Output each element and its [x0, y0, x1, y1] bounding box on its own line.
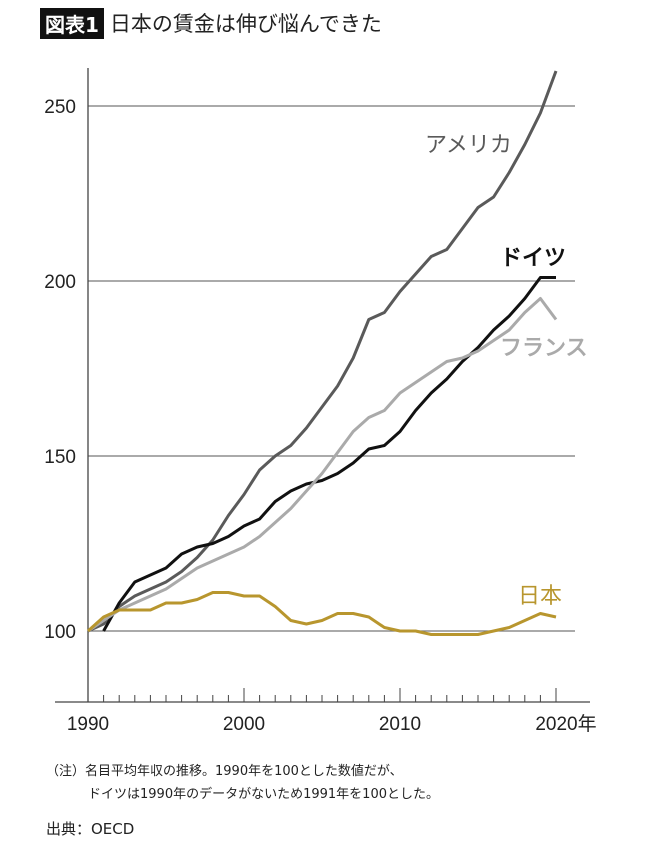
y-tick-label: 100 — [44, 622, 76, 643]
y-tick-label: 250 — [44, 97, 76, 118]
x-tick-label: 2000 — [223, 714, 265, 735]
figure-badge: 図表1 — [40, 7, 104, 39]
series-line-0 — [87, 70, 558, 633]
y-tick-label: 200 — [44, 272, 76, 293]
x-tick-label: 2010 — [379, 714, 421, 735]
series-label: アメリカ — [425, 133, 512, 158]
x-tick-label: 1990 — [67, 714, 109, 735]
note-line-2: ドイツは1990年のデータがないため1991年を100とした。 — [88, 787, 439, 802]
title-text: 日本の賃金は伸び悩んできた — [109, 12, 382, 36]
series-label: ドイツ — [500, 246, 566, 271]
chart-title: 図表1 日本の賃金は伸び悩んできた — [40, 7, 382, 39]
source: 出典：OECD — [46, 820, 135, 838]
note-line-1: （注）名目平均年収の推移。1990年を100とした数値だが、 — [46, 764, 403, 779]
series-line-3 — [86, 591, 557, 636]
series-line-2 — [87, 297, 558, 633]
series-line-1 — [102, 276, 556, 632]
series-label: 日本 — [518, 584, 562, 609]
y-tick-label: 150 — [44, 447, 76, 468]
x-tick-label: 2020年 — [535, 713, 596, 735]
series-label: フランス — [500, 336, 588, 361]
